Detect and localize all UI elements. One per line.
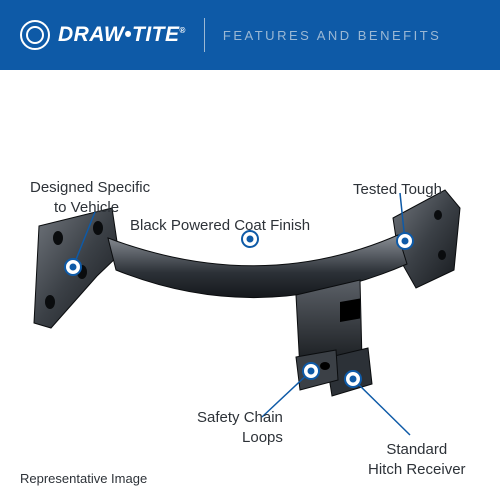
callout-safety-l2: Loops <box>242 429 283 446</box>
header-bar: DRAW•TITE® FEATURES AND BENEFITS <box>0 0 500 70</box>
brand-text: DRAW•TITE <box>58 23 180 46</box>
callout-receiver-l1: Standard <box>386 441 447 458</box>
callout-safety-l1: Safety Chain <box>197 409 283 426</box>
footer-caption: Representative Image <box>20 471 147 486</box>
header-divider <box>204 18 205 52</box>
hitch-ball-icon <box>20 20 50 50</box>
cross-bar <box>108 235 407 298</box>
callout-designed: Designed Specific to Vehicle <box>30 178 150 217</box>
callout-designed-l1: Designed Specific <box>30 179 150 196</box>
callout-black-finish: Black Powered Coat Finish <box>130 216 310 236</box>
registered-mark: ® <box>180 26 186 35</box>
infographic-root: DRAW•TITE® FEATURES AND BENEFITS <box>0 0 500 500</box>
callout-safety: Safety Chain Loops <box>197 408 283 447</box>
callout-tested: Tested Tough <box>353 180 442 200</box>
brand-logo: DRAW•TITE® <box>20 20 186 50</box>
content-area: Designed Specific to Vehicle Black Power… <box>0 70 500 500</box>
brand-name: DRAW•TITE® <box>58 23 186 47</box>
callout-designed-l2: to Vehicle <box>30 199 119 216</box>
callout-receiver-l2: Hitch Receiver <box>368 461 466 478</box>
header-tagline: FEATURES AND BENEFITS <box>223 28 441 43</box>
callout-receiver: Standard Hitch Receiver <box>368 440 466 479</box>
